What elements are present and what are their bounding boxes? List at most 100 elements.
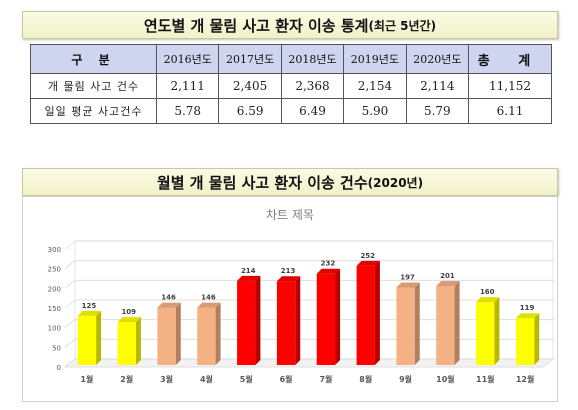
bar-value-label: 160: [480, 288, 495, 296]
y-tick-label: 50: [52, 344, 61, 352]
x-tick-label: 9월: [399, 374, 412, 384]
bar-top: [157, 302, 181, 308]
x-tick-label: 12월: [516, 374, 535, 384]
table-cell: 2,114: [405, 73, 470, 99]
bar-side: [295, 276, 301, 365]
bar-side: [454, 280, 460, 365]
y-tick-label: 250: [48, 266, 61, 274]
bar: [157, 307, 176, 365]
bar-top: [237, 275, 261, 281]
bar-value-label: 201: [440, 272, 455, 280]
bar-side: [374, 260, 380, 365]
y-tick-label: 300: [48, 246, 61, 254]
x-tick-label: 2월: [120, 374, 133, 384]
y-gridline: [64, 338, 553, 348]
monthly-stats-title-banner: 월별 개 물림 사고 환자 이송 건수 (2020년): [22, 168, 558, 196]
bar-top: [77, 310, 102, 316]
table-cell: 5.78: [155, 98, 220, 124]
bar: [197, 307, 216, 365]
bar-top: [117, 317, 141, 323]
bar-side: [215, 302, 221, 365]
bar-side: [534, 313, 540, 365]
bar-top: [316, 268, 341, 274]
bar-value-label: 109: [121, 308, 136, 316]
table-header-row: 구 분 2016년도 2017년도 2018년도 2019년도 2020년도 총…: [30, 44, 552, 74]
x-tick-label: 10월: [436, 374, 455, 384]
y-tick-label: 150: [48, 305, 61, 313]
y-gridline: [64, 279, 553, 289]
bar-side: [175, 302, 181, 365]
yearly-stats-title-sub: (최근 5년간): [368, 18, 437, 33]
header-year: 2020년도: [405, 44, 470, 74]
header-year: 2016년도: [155, 44, 220, 74]
y-gridline: [64, 358, 553, 368]
bar-value-label: 252: [360, 252, 375, 260]
bar-top: [197, 302, 221, 308]
bar-side: [335, 268, 341, 365]
table-cell: 2,154: [343, 73, 407, 99]
x-tick-label: 1월: [80, 374, 93, 384]
y-gridline: [64, 299, 553, 309]
header-category: 구 분: [30, 44, 157, 74]
bar: [117, 322, 136, 365]
x-tick-label: 4월: [200, 374, 213, 384]
yearly-stats-table: 구 분 2016년도 2017년도 2018년도 2019년도 2020년도 총…: [30, 44, 552, 124]
header-year: 2018년도: [280, 44, 345, 74]
y-tick-label: 100: [48, 325, 61, 333]
bar-value-label: 213: [281, 267, 296, 275]
x-tick-label: 3월: [160, 374, 173, 384]
x-tick-label: 7월: [319, 374, 332, 384]
x-tick-label: 11월: [476, 374, 495, 384]
yearly-stats-title: 연도별 개 물림 사고 환자 이송 통계: [143, 16, 369, 35]
table-row: 개 물림 사고 건수 2,111 2,405 2,368 2,154 2,114…: [30, 73, 552, 99]
table-total-cell: 11,152: [468, 73, 552, 99]
bar-value-label: 146: [201, 294, 216, 302]
bar-top: [276, 276, 301, 282]
bar-side: [135, 317, 141, 365]
bar-side: [414, 282, 420, 365]
bar: [436, 285, 455, 365]
bar-top: [396, 282, 420, 288]
y-gridline: [64, 319, 553, 328]
table-cell: 2,368: [280, 73, 345, 99]
bar-value-label: 146: [161, 294, 176, 302]
monthly-bar-chart: 차트 제목 0 50 100 150 200 250 300 125 1월 109 2월 146 3월 14…: [22, 196, 558, 402]
x-tick-label: 8월: [359, 374, 372, 384]
bar-top: [356, 260, 380, 266]
table-row: 일일 평균 사고건수 5.78 6.59 6.49 5.90 5.79 6.11: [30, 98, 552, 124]
table-cell: 5.79: [405, 98, 470, 124]
bar: [237, 280, 256, 365]
bar-value-label: 197: [400, 274, 415, 282]
yearly-stats-title-banner: 연도별 개 물림 사고 환자 이송 통계 (최근 5년간): [22, 11, 558, 39]
bar: [515, 318, 535, 365]
table-cell: 2,405: [218, 73, 282, 99]
bar-side: [96, 310, 102, 365]
table-cell: 6.59: [218, 98, 282, 124]
bar-value-label: 232: [321, 260, 336, 268]
table-cell: 6.49: [280, 98, 345, 124]
bar: [276, 281, 296, 365]
row-label: 개 물림 사고 건수: [30, 73, 157, 99]
bar-top: [476, 297, 500, 303]
bar-value-label: 119: [520, 304, 535, 312]
y-tick-label: 0: [57, 364, 61, 372]
monthly-stats-title-sub: (2020년): [367, 175, 424, 190]
chart-title: 차트 제목: [266, 208, 314, 222]
x-tick-label: 5월: [240, 374, 253, 384]
bar-side: [255, 275, 261, 365]
x-tick-label: 6월: [280, 374, 293, 384]
y-tick-label: 200: [48, 285, 61, 293]
chart-svg: 차트 제목 0 50 100 150 200 250 300 125 1월 109 2월 146 3월 14…: [48, 208, 554, 384]
table-total-cell: 6.11: [468, 98, 552, 124]
bar-top: [436, 280, 460, 286]
bar: [476, 302, 495, 365]
table-cell: 5.90: [343, 98, 407, 124]
bar: [356, 265, 375, 365]
row-label: 일일 평균 사고건수: [30, 98, 157, 124]
bar: [316, 273, 336, 365]
bar-value-label: 214: [241, 267, 256, 275]
bar: [396, 287, 415, 365]
bar-side: [494, 297, 500, 365]
bar: [77, 315, 97, 365]
header-year: 2017년도: [218, 44, 282, 74]
